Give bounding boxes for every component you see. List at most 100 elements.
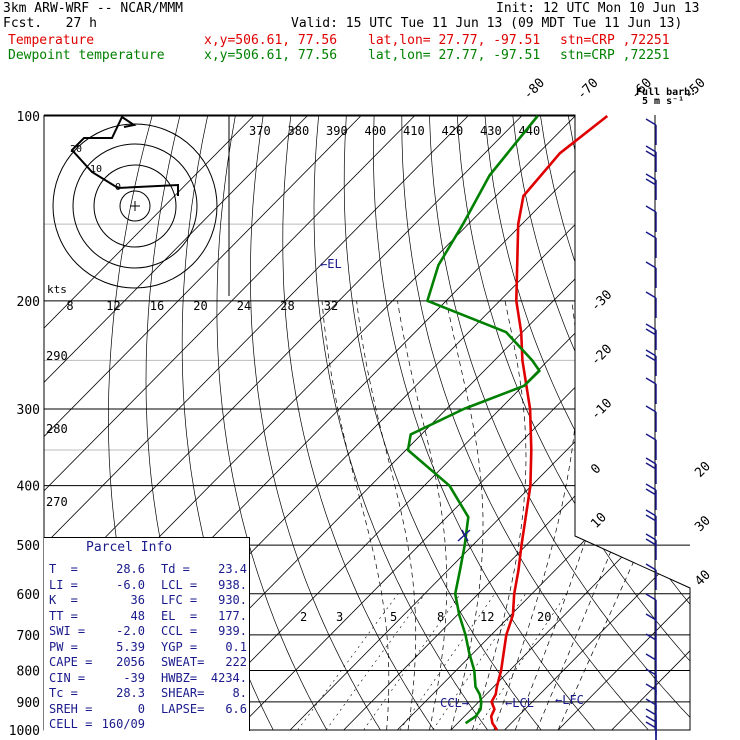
parcel-info-value: 4234.	[210, 670, 247, 685]
wind-barb-flag	[645, 593, 657, 601]
moist-adiabat	[557, 300, 690, 730]
moist-adiabat	[397, 300, 448, 730]
model-title: 3km ARW-WRF -- NCAR/MMM	[3, 1, 184, 16]
dry-adiabat	[595, 115, 690, 730]
parcel-info-value: 48	[130, 608, 145, 623]
init-time: Init: 12 UTC Mon 10 Jun 13	[496, 1, 700, 16]
pressure-tick-label: 600	[17, 588, 40, 603]
mixing-ratio-label: 8	[437, 610, 444, 624]
wind-barb-flag	[645, 683, 657, 691]
pressure-tick-label: 1000	[9, 724, 40, 739]
parcel-info-value: -39	[123, 670, 145, 685]
theta-left-label: 290	[46, 349, 68, 363]
wind-barb-flag	[645, 721, 657, 729]
wind-barb-flag	[645, 488, 657, 496]
parcel-info-value: 23.4	[218, 562, 247, 576]
wind-barb-flag	[645, 291, 657, 299]
hodograph-speed-label: 16	[150, 299, 164, 313]
isotherm-tick-label: -20	[588, 342, 615, 369]
wind-barb-flag	[645, 261, 657, 269]
dry-adiabat	[735, 116, 740, 740]
theta-tick-label: 400	[365, 124, 387, 138]
dry-adiabat	[282, 115, 444, 730]
parcel-info-value: 0	[137, 701, 145, 716]
hodograph-speed-label: 28	[280, 299, 294, 313]
isotherm-tick-label: -40	[735, 76, 740, 103]
isotherm-line	[236, 115, 690, 730]
dry-adiabat	[707, 116, 740, 740]
dewpoint-latlon: lat,lon= 27.77, -97.51	[368, 48, 541, 63]
parcel-info-value: 0.1	[225, 639, 247, 654]
parcel-info-key: Tc =	[49, 686, 78, 700]
pressure-tick-label: 300	[17, 403, 40, 418]
parcel-info-value: 930.	[218, 593, 247, 607]
isotherm-line	[44, 115, 308, 730]
dry-adiabat	[456, 115, 690, 730]
dry-adiabat	[678, 115, 690, 730]
dewpoint-xy: x,y=506.61, 77.56	[204, 48, 338, 63]
forecast-hour: Fcst. 27 h	[3, 16, 97, 31]
dry-adiabat	[401, 115, 661, 730]
parcel-info-title: Parcel Info	[86, 540, 173, 555]
parcel-info-value: 938.	[218, 577, 247, 592]
parcel-info-value: 36	[130, 593, 145, 607]
isotherm-tick-label: -70	[574, 76, 601, 103]
parcel-info-key: K =	[49, 593, 78, 607]
parcel-info-key: TT =	[49, 608, 78, 623]
wind-barb-flag	[645, 150, 657, 158]
isotherm-tick-label: 20	[692, 459, 714, 481]
hodograph-unit-label: kts	[47, 283, 67, 296]
isotherm-tick-label: 30	[692, 513, 714, 535]
wind-barb-flag	[645, 668, 657, 676]
moist-adiabat	[514, 300, 640, 730]
parcel-info-key: SWI =	[49, 624, 86, 638]
hodograph-ring-label: 20	[70, 144, 82, 155]
wind-barb-flag	[645, 633, 657, 641]
moist-adiabat	[536, 300, 690, 730]
isotherm-line	[289, 115, 690, 730]
wind-barb-flag	[645, 483, 657, 491]
parcel-info-value: 939.	[218, 624, 247, 638]
parcel-info-value: 5.39	[116, 639, 145, 654]
wind-barb-flag	[645, 613, 657, 621]
theta-tick-label: 430	[480, 124, 502, 138]
hodograph-speed-label: 32	[324, 299, 338, 313]
parcel-info-panel: Parcel Info T = 28.6 Td = 23.4 LI = -6.0 LCL =…	[44, 537, 250, 731]
temperature-profile	[489, 114, 609, 731]
hodograph-speed-label: 24	[237, 299, 251, 313]
isotherm-line	[44, 115, 362, 730]
parcel-info-value: 6.6	[225, 701, 247, 716]
mixing-ratio-line	[297, 593, 399, 730]
isotherm-line	[504, 115, 690, 730]
isotherm-tick-label: -80	[521, 76, 548, 103]
pressure-tick-label: 500	[17, 539, 40, 554]
dry-adiabat	[216, 115, 335, 730]
isotherm-tick-label: 0	[588, 461, 604, 477]
temperature-legend: Temperature	[8, 33, 95, 48]
mixing-ratio-label: 5	[390, 610, 397, 624]
moist-adiabat	[321, 300, 390, 730]
parcel-info-key: EL =	[161, 608, 198, 623]
lfc-marker: ←LFC	[555, 693, 584, 707]
dry-adiabat	[512, 115, 690, 730]
el-marker: ←EL	[320, 257, 342, 271]
dewpoint-station: stn=CRP ,72251	[560, 48, 670, 63]
parcel-info-value: -6.0	[116, 577, 145, 592]
wind-barb-flag	[645, 457, 657, 465]
dewpoint-legend: Dewpoint temperature	[8, 48, 165, 63]
wind-barb-flag	[645, 563, 657, 571]
pressure-tick-label: 100	[17, 110, 40, 125]
wind-barb-flag	[645, 349, 657, 357]
valid-time: Valid: 15 UTC Tue 11 Jun 13 (09 MDT Tue …	[291, 16, 683, 31]
wind-barb-flag	[645, 698, 657, 706]
wind-barb-flag	[645, 323, 657, 331]
parcel-info-key: PW =	[49, 639, 78, 654]
dry-adiabat	[651, 115, 690, 730]
wind-barb-flag	[645, 377, 657, 385]
wind-barb-flag	[645, 462, 657, 470]
moist-adiabat	[446, 300, 484, 730]
pressure-tick-label: 700	[17, 629, 40, 644]
parcel-info-key: LCL =	[161, 577, 198, 592]
isotherm-tick-label: -30	[588, 288, 615, 315]
isotherm-line	[44, 115, 469, 730]
